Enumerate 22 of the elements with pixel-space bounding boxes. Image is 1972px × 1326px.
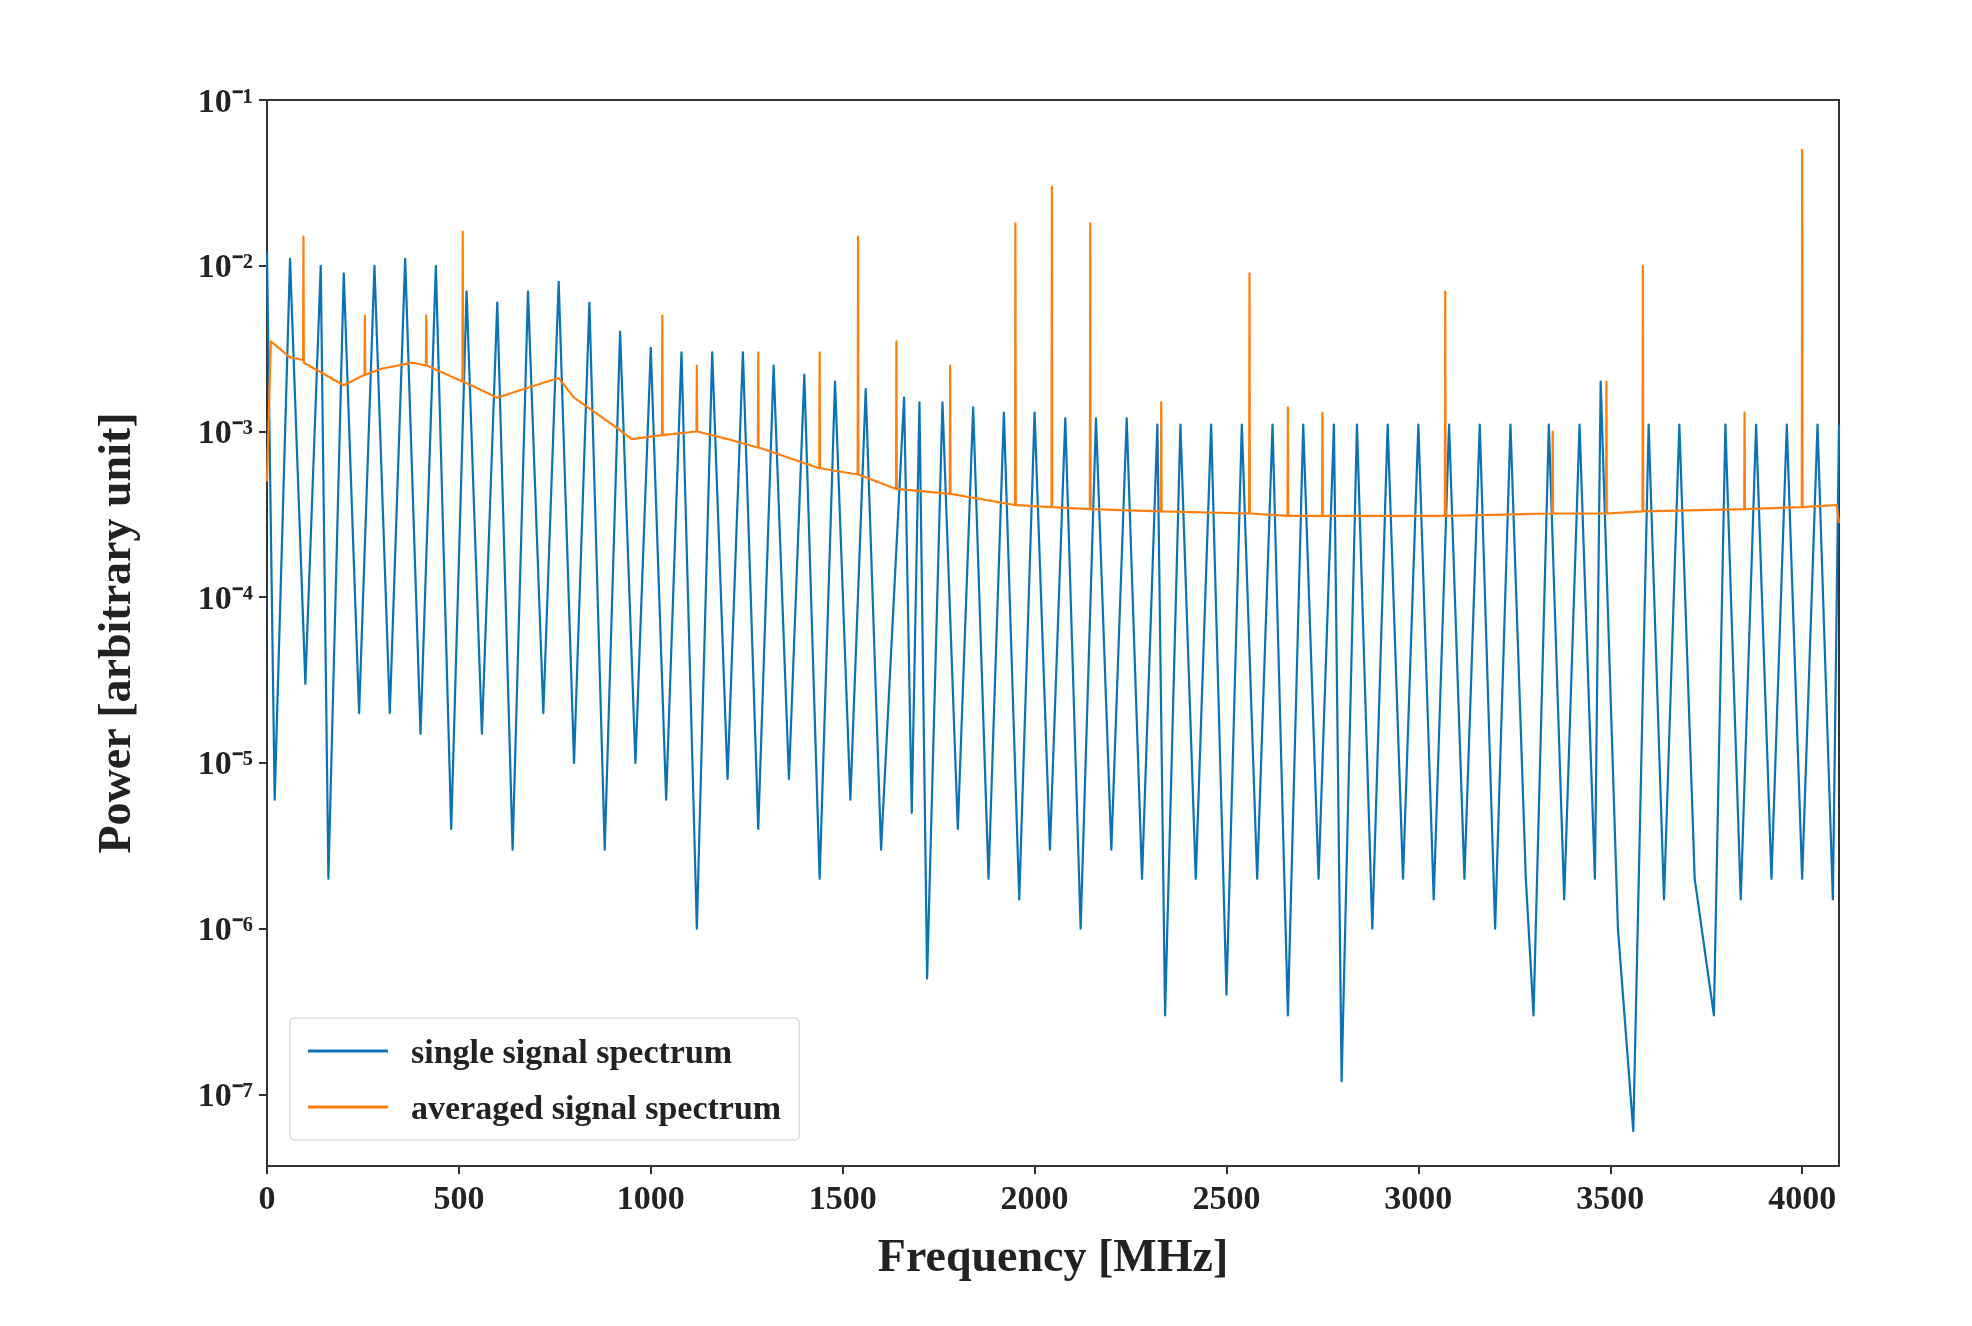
y-tick-label: 10⁻³ bbox=[197, 412, 253, 450]
line-series bbox=[265, 148, 1841, 525]
line-series bbox=[265, 251, 1841, 1133]
y-axis-title: Power [arbitrary unit] bbox=[88, 412, 140, 854]
x-tick-label: 0 bbox=[258, 1178, 276, 1216]
x-tick-label: 1500 bbox=[808, 1178, 877, 1216]
y-tick-label: 10⁻⁷ bbox=[197, 1075, 253, 1113]
x-axis-title: Frequency [MHz] bbox=[877, 1229, 1229, 1281]
y-tick-label: 10⁻⁵ bbox=[197, 744, 253, 782]
legend-label: single signal spectrum bbox=[411, 1032, 733, 1070]
legend-label: averaged signal spectrum bbox=[411, 1088, 782, 1126]
y-tick-label: 10⁻⁴ bbox=[197, 578, 253, 616]
x-tick-label: 3000 bbox=[1384, 1178, 1453, 1216]
x-tick-label: 2500 bbox=[1192, 1178, 1261, 1216]
x-tick-label: 500 bbox=[433, 1178, 485, 1216]
y-tick-label: 10⁻² bbox=[197, 247, 253, 285]
x-tick-label: 4000 bbox=[1768, 1178, 1837, 1216]
y-tick-label: 10⁻¹ bbox=[197, 81, 253, 119]
x-tick-label: 3500 bbox=[1576, 1178, 1645, 1216]
y-tick-label: 10⁻⁶ bbox=[197, 910, 253, 948]
x-tick-label: 1000 bbox=[616, 1178, 685, 1216]
x-tick-label: 2000 bbox=[1000, 1178, 1069, 1216]
